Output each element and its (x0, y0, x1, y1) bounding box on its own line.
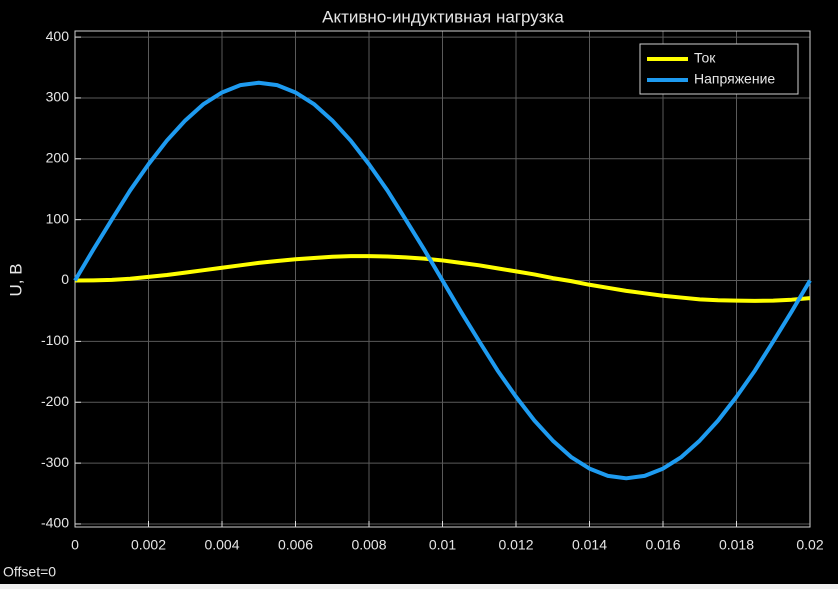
y-tick-label: 100 (46, 210, 70, 226)
x-tick-label: 0.014 (572, 537, 607, 553)
x-tick-label: 0.004 (204, 537, 239, 553)
y-tick-label: -300 (41, 454, 69, 470)
x-tick-label: 0.018 (719, 537, 754, 553)
y-axis-label: U, B (6, 263, 25, 296)
x-tick-label: 0 (71, 537, 79, 553)
status-strip (0, 584, 838, 589)
line-series (74, 254, 811, 303)
legend-label: Ток (694, 50, 716, 66)
y-tick-label: -400 (41, 515, 69, 531)
x-tick-label: 0.012 (498, 537, 533, 553)
y-tick-label: -100 (41, 332, 69, 348)
legend-box (639, 43, 799, 95)
y-tick-label: -200 (41, 393, 69, 409)
y-tick-label: 300 (46, 89, 70, 105)
y-tick-label: 200 (46, 150, 70, 166)
chart-title: Активно-индуктивная нагрузка (322, 7, 564, 26)
legend-label: Напряжение (694, 71, 775, 87)
x-tick-label: 0.008 (351, 537, 386, 553)
x-tick-label: 0.02 (796, 537, 823, 553)
offset-label: Offset=0 (3, 564, 56, 580)
y-tick-label: 0 (61, 271, 69, 287)
x-tick-label: 0.016 (645, 537, 680, 553)
x-tick-label: 0.01 (429, 537, 456, 553)
line-series (73, 80, 812, 481)
x-tick-label: 0.002 (131, 537, 166, 553)
y-tick-label: 400 (46, 28, 70, 44)
x-tick-label: 0.006 (278, 537, 313, 553)
